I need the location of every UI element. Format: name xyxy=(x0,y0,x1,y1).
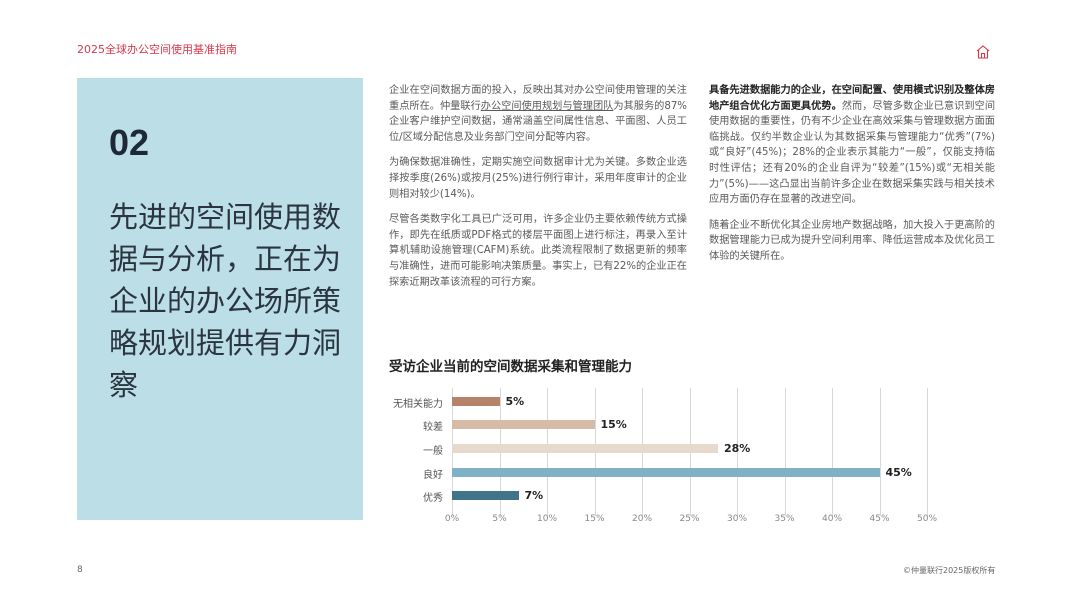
document-header-title: 2025全球办公空间使用基准指南 xyxy=(77,43,237,56)
paragraph: 为确保数据准确性，定期实施空间数据审计尤为关键。多数企业选择按季度(26%)或按… xyxy=(389,157,687,200)
x-tick: 0% xyxy=(444,514,460,524)
gridline xyxy=(832,388,833,516)
x-tick: 30% xyxy=(726,514,748,524)
gridline xyxy=(737,388,738,516)
paragraph-text: 然而，尽管多数企业已意识到空间使用数据的重要性，仍有不少企业在高效采集与管理数据… xyxy=(709,100,996,206)
x-tick: 35% xyxy=(774,514,795,524)
gridline xyxy=(784,388,786,516)
bar-good xyxy=(452,468,880,477)
paragraph-lead: 具备先进数据能力的企业，在空间配置、使用模式识别及整体房地产组合优化方面更具优势… xyxy=(709,85,995,112)
section-panel: 02 先进的空间使用数据与分析，正在为企业的办公场所策略规划提供有力洞察 xyxy=(77,78,363,520)
bar-poor xyxy=(452,420,595,429)
bar-none xyxy=(452,397,500,406)
paragraph: 企业在空间数据方面的投入，反映出其对办公空间使用管理的关注重点所在。仲量联行办公… xyxy=(389,83,687,145)
page-number: 8 xyxy=(77,565,83,575)
category-label: 一般 xyxy=(423,446,443,457)
category-label: 无相关能力 xyxy=(393,399,443,410)
body-column-right: 具备先进数据能力的企业，在空间配置、使用模式识别及整体房地产组合优化方面更具优势… xyxy=(709,83,995,275)
bar-chart: 0% 5% 10% 15% 20% 25% 30% 35% 40% 45% 50… xyxy=(380,386,980,536)
x-tick: 40% xyxy=(821,514,843,524)
category-label: 较差 xyxy=(423,422,443,433)
copyright-notice: ©仲量联行2025版权所有 xyxy=(903,566,996,575)
bar-excellent xyxy=(452,491,519,500)
x-tick: 10% xyxy=(536,514,558,524)
paragraph: 具备先进数据能力的企业，在空间配置、使用模式识别及整体房地产组合优化方面更具优势… xyxy=(709,83,995,208)
value-label: 7% xyxy=(524,489,544,502)
gridline xyxy=(927,388,928,516)
x-tick: 45% xyxy=(869,514,890,524)
x-tick: 50% xyxy=(916,514,938,524)
paragraph-text: 为其服务的87%企业客户维护空间数据，通常涵盖空间属性信息、平面图、人员工位/区… xyxy=(389,100,687,143)
paragraph: 随着企业不断优化其企业房地产数据战略，加大投入于更高阶的数据管理能力已成为提升空… xyxy=(709,219,995,262)
x-tick: 20% xyxy=(631,514,653,524)
body-column-left: 企业在空间数据方面的投入，反映出其对办公空间使用管理的关注重点所在。仲量联行办公… xyxy=(389,83,687,300)
paragraph: 尽管各类数字化工具已广泛可用，许多企业仍主要依赖传统方式操作，即先在纸质或PDF… xyxy=(389,214,687,288)
category-label: 良好 xyxy=(423,470,443,481)
x-tick: 5% xyxy=(492,514,507,524)
value-label: 45% xyxy=(885,466,912,479)
paragraph-text: 企业在空间数据方面的投入，反映出其对办公空间使用管理的关注重点所在。仲量联行 xyxy=(389,85,687,112)
x-tick: 25% xyxy=(679,514,700,524)
gridline xyxy=(879,388,881,516)
home-icon xyxy=(976,45,990,59)
chart-title: 受访企业当前的空间数据采集和管理能力 xyxy=(389,359,632,375)
category-label: 优秀 xyxy=(423,493,443,504)
team-link[interactable]: 办公空间使用规划与管理团队 xyxy=(480,100,614,112)
bar-average xyxy=(452,444,718,453)
value-label: 5% xyxy=(505,395,525,408)
value-label: 28% xyxy=(724,442,751,455)
section-number: 02 xyxy=(109,122,150,163)
section-title: 先进的空间使用数据与分析，正在为企业的办公场所策略规划提供有力洞察 xyxy=(109,200,342,402)
value-label: 15% xyxy=(600,418,627,431)
x-tick: 15% xyxy=(584,514,605,524)
